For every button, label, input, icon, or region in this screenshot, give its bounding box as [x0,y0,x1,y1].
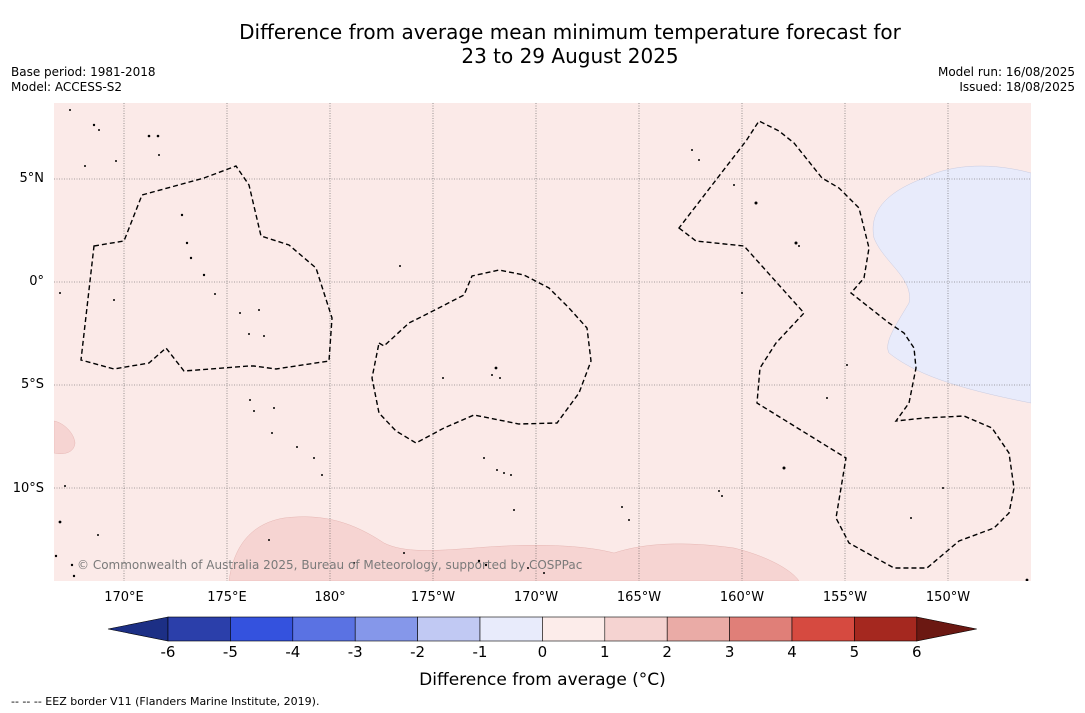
colorbar-segment [292,616,356,642]
model-run: Model run: 16/08/2025 [937,65,1075,79]
colorbar-extend-low [107,616,169,642]
colorbar-tick-label: 1 [600,643,610,661]
lat-label-10s: 10°S [12,481,44,496]
eez-legend-note: -- -- -- EEZ border V11 (Flanders Marine… [11,695,320,708]
colorbar-segment [791,616,855,642]
model-name: Model: ACCESS-S2 [11,80,123,94]
issued-date: Issued: 18/08/2025 [959,80,1075,94]
title-line-1: Difference from average mean minimum tem… [239,20,901,44]
colorbar-segment [479,616,543,642]
map-area[interactable] [54,103,1031,581]
colorbar-tick-label: -2 [410,643,426,661]
colorbar-label: Difference from average (°C) [419,670,666,690]
lon-label-170e: 170°E [104,590,144,605]
meta-left: Base period: 1981-2018 Model: ACCESS-S2 [11,65,156,95]
colorbar-segment [666,616,730,642]
islands [54,109,1029,581]
lon-label-175e: 175°E [207,590,247,605]
colorbar-tick-label: 0 [537,643,548,661]
lat-label-5n: 5°N [19,171,45,186]
cool-anomaly-region [872,165,1031,404]
colorbar-segment [729,616,793,642]
colorbar-extend-high [916,616,977,642]
warm-anomaly-region-south [228,516,800,581]
colorbar-segment [604,616,668,642]
colorbar-tick-label: 6 [912,643,922,661]
lon-label-175w: 175°W [410,590,456,605]
lon-label-165w: 165°W [616,590,662,605]
colorbar-segment [417,616,481,642]
base-period: Base period: 1981-2018 [11,65,156,79]
lat-label-5s: 5°S [20,377,44,392]
colorbar-segment [854,616,918,642]
copyright-notice: © Commonwealth of Australia 2025, Bureau… [77,558,583,572]
lon-label-180: 180° [314,590,346,605]
title-line-2: 23 to 29 August 2025 [461,44,679,68]
colorbar-tick-label: 2 [662,643,672,661]
meta-right: Model run: 16/08/2025 Issued: 18/08/2025 [938,65,1075,95]
colorbar-tick-label: 5 [849,643,860,661]
colorbar-tick-label: -3 [347,643,363,661]
colorbar-tick-label: 4 [787,643,797,661]
gridlines [54,103,1031,581]
lat-label-0: 0° [29,274,44,289]
map-svg [54,103,1031,581]
colorbar-tick-label: 3 [724,643,735,661]
colorbar-segment [167,616,231,642]
lon-label-155w: 155°W [822,590,868,605]
lon-label-150w: 150°W [925,590,971,605]
lon-label-160w: 160°W [719,590,765,605]
colorbar-tick-label: -5 [222,643,238,661]
colorbar-tick-label: -1 [472,643,488,661]
colorbar-segment [542,616,606,642]
lon-label-170w: 170°W [513,590,559,605]
colorbar-tick-label: -6 [160,643,176,661]
colorbar-segment [230,616,294,642]
colorbar-tick-label: -4 [285,643,301,661]
map-background [54,103,1031,581]
eez-borders [80,120,1015,569]
colorbar-segment [354,616,418,642]
chart-title: Difference from average mean minimum tem… [0,20,1085,68]
warm-anomaly-region-west [54,420,76,454]
